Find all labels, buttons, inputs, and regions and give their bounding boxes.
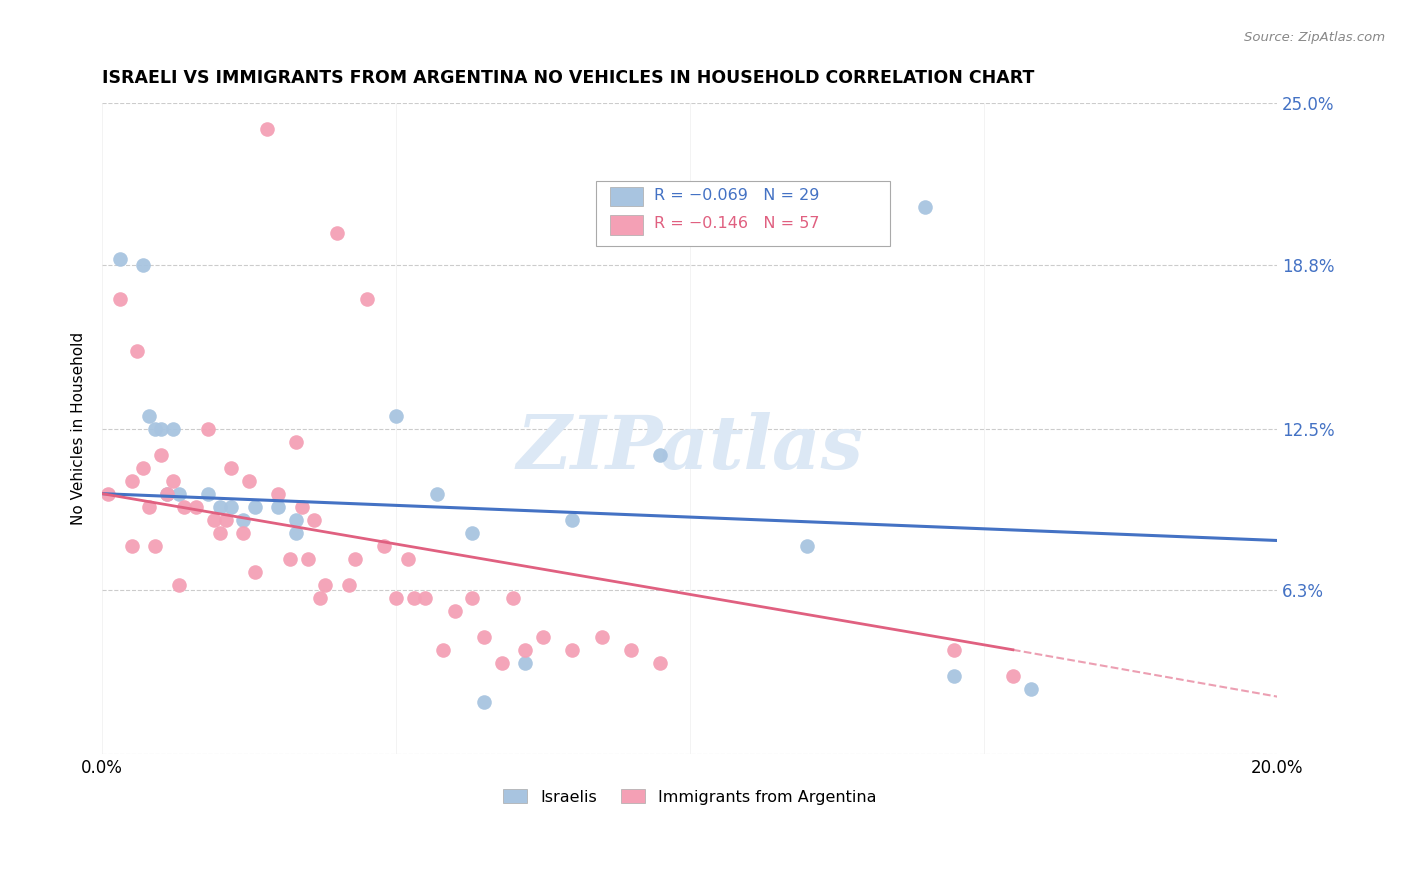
Point (138, 409, 160, 423)
Text: Source: ZipAtlas.com: Source: ZipAtlas.com (1244, 31, 1385, 45)
Point (326, 227, 349, 241)
FancyBboxPatch shape (610, 186, 643, 206)
Point (461, 591, 484, 605)
Point (443, 604, 465, 618)
Point (221, 500, 243, 514)
Point (108, 252, 131, 267)
Point (156, 486, 179, 500)
Point (243, 565, 266, 579)
Point (208, 525, 231, 540)
Point (285, 525, 308, 540)
Point (132, 258, 155, 272)
Point (472, 630, 495, 644)
Point (515, 656, 537, 670)
Point (208, 500, 231, 514)
Point (472, 695, 495, 709)
Point (149, 422, 172, 436)
Point (197, 422, 219, 436)
Point (156, 486, 179, 500)
Point (121, 474, 143, 488)
Point (297, 551, 319, 566)
Point (267, 500, 290, 514)
Point (1001, 669, 1024, 683)
Point (943, 669, 966, 683)
Point (943, 642, 966, 657)
Point (167, 486, 190, 500)
Point (302, 513, 325, 527)
Point (561, 513, 583, 527)
Point (337, 578, 360, 592)
Point (132, 460, 155, 475)
Point (143, 422, 166, 436)
Point (396, 551, 419, 566)
Point (491, 656, 513, 670)
FancyBboxPatch shape (596, 181, 890, 246)
Point (561, 642, 583, 657)
Point (267, 486, 290, 500)
Point (531, 630, 554, 644)
Point (256, 122, 278, 136)
Point (243, 500, 266, 514)
Point (121, 539, 143, 553)
Text: R = −0.069   N = 29: R = −0.069 N = 29 (654, 188, 820, 203)
Point (591, 630, 613, 644)
Text: R = −0.146   N = 57: R = −0.146 N = 57 (654, 216, 820, 231)
Point (291, 500, 314, 514)
Point (1019, 681, 1042, 696)
Point (308, 591, 330, 605)
Point (214, 513, 236, 527)
Point (167, 578, 190, 592)
Point (149, 448, 172, 462)
Point (173, 500, 195, 514)
Point (143, 539, 166, 553)
Point (285, 434, 308, 449)
Point (285, 513, 308, 527)
Point (202, 513, 225, 527)
Point (314, 578, 336, 592)
Point (343, 551, 366, 566)
FancyBboxPatch shape (610, 215, 643, 235)
Point (97, 486, 120, 500)
Point (650, 448, 672, 462)
Point (432, 642, 454, 657)
Legend: Israelis, Immigrants from Argentina: Israelis, Immigrants from Argentina (496, 782, 883, 811)
Point (232, 525, 254, 540)
Point (197, 486, 219, 500)
Text: ISRAELI VS IMMIGRANTS FROM ARGENTINA NO VEHICLES IN HOUSEHOLD CORRELATION CHART: ISRAELI VS IMMIGRANTS FROM ARGENTINA NO … (103, 69, 1035, 87)
Point (127, 343, 149, 358)
Point (385, 409, 408, 423)
Point (385, 591, 408, 605)
Point (162, 474, 184, 488)
Point (402, 591, 425, 605)
Point (461, 525, 484, 540)
Point (620, 642, 643, 657)
Point (356, 292, 378, 306)
Point (914, 201, 936, 215)
Point (162, 422, 184, 436)
Point (278, 551, 301, 566)
Y-axis label: No Vehicles in Household: No Vehicles in Household (72, 332, 86, 525)
Point (138, 500, 160, 514)
Text: ZIPatlas: ZIPatlas (516, 412, 863, 484)
Point (650, 656, 672, 670)
Point (108, 292, 131, 306)
Point (415, 591, 437, 605)
Point (796, 539, 818, 553)
Point (232, 513, 254, 527)
Point (186, 500, 208, 514)
Point (238, 474, 260, 488)
Point (221, 460, 243, 475)
Point (515, 642, 537, 657)
Point (426, 486, 449, 500)
Point (373, 539, 395, 553)
Point (502, 591, 524, 605)
